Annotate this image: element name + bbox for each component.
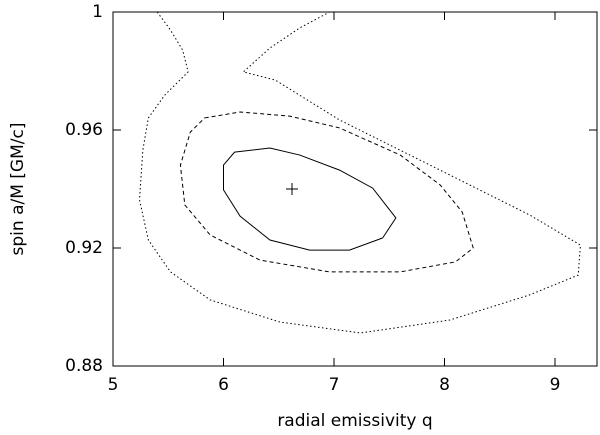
y-tick-label: 0.92	[65, 238, 103, 258]
plot-frame	[112, 11, 598, 367]
x-tick-label: 5	[108, 375, 119, 395]
x-axis-label: radial emissivity q	[277, 411, 432, 431]
x-tick-label: 7	[329, 375, 340, 395]
x-tick-label: 6	[218, 375, 229, 395]
y-tick-label: 0.88	[65, 356, 103, 376]
x-tick-label: 9	[550, 375, 561, 395]
contour-line	[223, 147, 397, 251]
best-fit-marker	[286, 183, 299, 195]
contour-line	[179, 111, 474, 273]
x-tick-label: 8	[439, 375, 450, 395]
y-tick-label: 1	[92, 2, 103, 22]
y-tick-label: 0.96	[65, 120, 103, 140]
contour-line	[139, 11, 581, 334]
y-axis-label: spin a/M [GM/c]	[8, 123, 28, 256]
